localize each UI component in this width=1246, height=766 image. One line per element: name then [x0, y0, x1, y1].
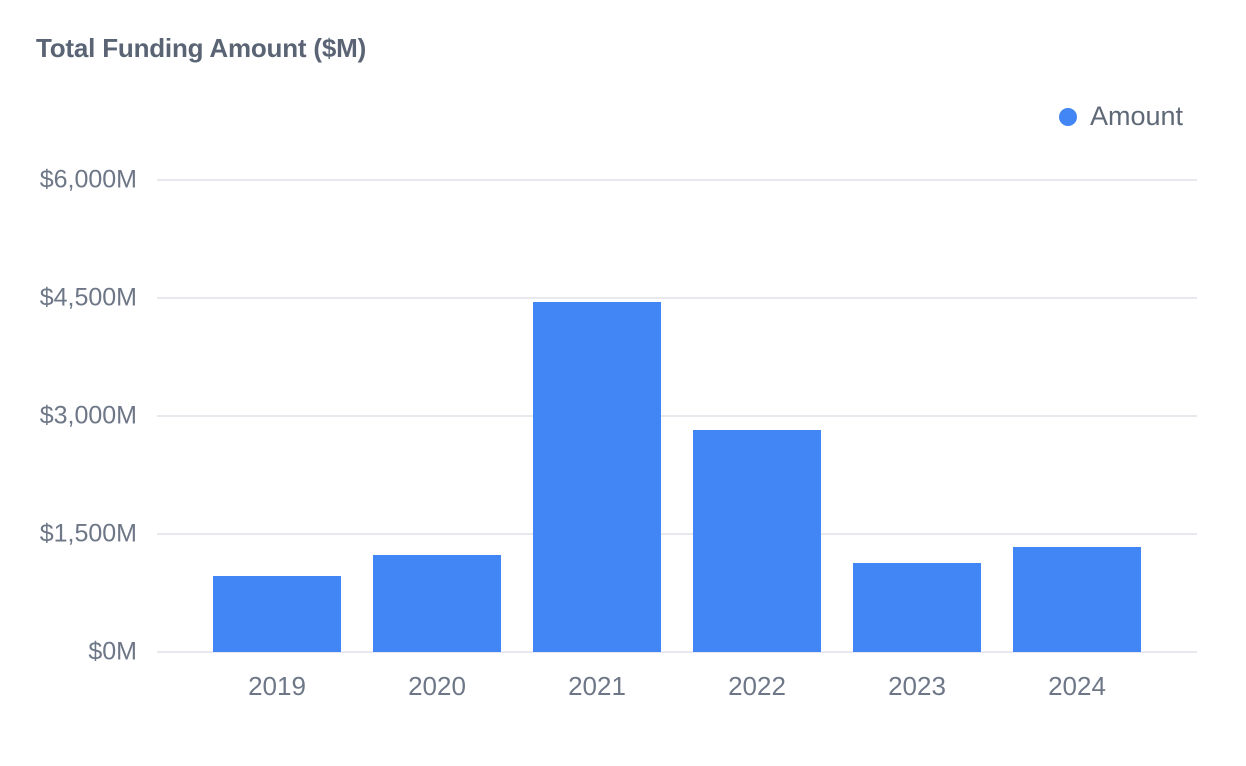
x-tick-label-2021: 2021	[568, 671, 626, 701]
bar-2024[interactable]	[1013, 546, 1141, 652]
gridline-1500	[157, 533, 1197, 535]
bar-2022[interactable]	[693, 430, 821, 652]
x-tick-label-2022: 2022	[728, 671, 786, 701]
x-tick-label-2020: 2020	[408, 671, 466, 701]
bars	[157, 180, 1197, 652]
chart-title: Total Funding Amount ($M)	[36, 33, 367, 63]
y-tick-label-1500: $1,500M	[39, 519, 137, 548]
gridline-4500	[157, 297, 1197, 299]
bar-2023[interactable]	[853, 563, 981, 652]
x-tick-label-2024: 2024	[1048, 671, 1106, 701]
y-tick-label-0: $0M	[88, 637, 137, 666]
x-tick-label-2019: 2019	[248, 671, 306, 701]
gridline-3000	[157, 415, 1197, 417]
y-tick-label-3000: $3,000M	[39, 401, 137, 430]
bar-2021[interactable]	[533, 301, 661, 652]
legend-dot-icon	[1058, 107, 1077, 126]
x-tick-label-2023: 2023	[888, 671, 946, 701]
gridlines	[157, 179, 1197, 653]
bar-2019[interactable]	[213, 575, 341, 652]
x-axis: 2019 2020 2021 2022 2023 2024	[157, 671, 1197, 702]
plot-area	[157, 179, 1197, 653]
y-tick-label-6000: $6,000M	[39, 165, 137, 194]
y-tick-label-4500: $4,500M	[39, 283, 137, 312]
legend: Amount	[1058, 101, 1183, 132]
legend-item-amount[interactable]: Amount	[1058, 101, 1183, 132]
gridline-0	[157, 651, 1197, 653]
gridline-6000	[157, 179, 1197, 181]
y-axis: $0M $1,500M $3,000M $4,500M $6,000M	[0, 166, 137, 666]
bar-2020[interactable]	[373, 555, 501, 652]
legend-label: Amount	[1089, 101, 1183, 131]
